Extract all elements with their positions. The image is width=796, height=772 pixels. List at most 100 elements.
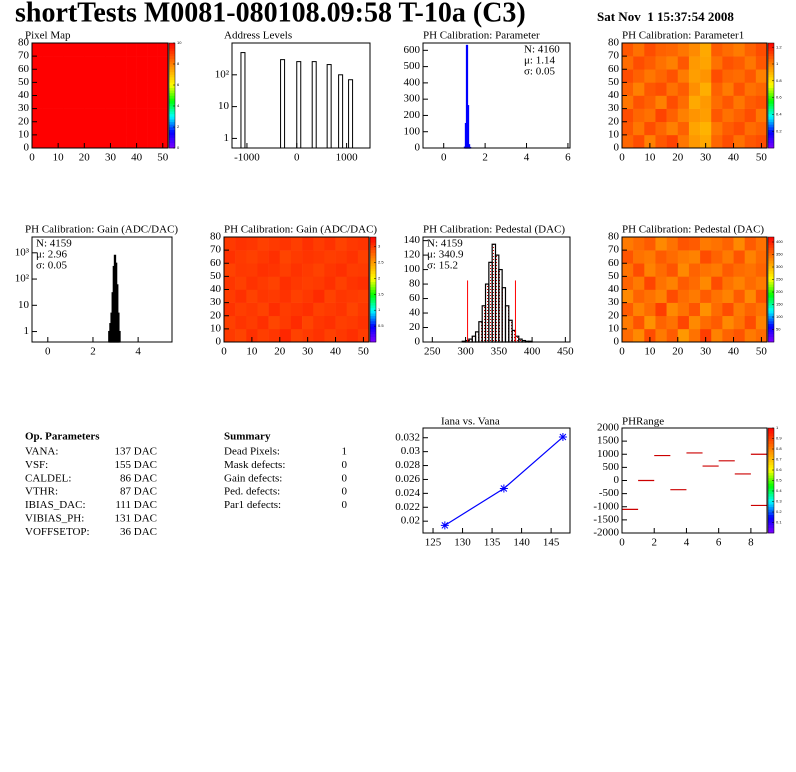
color-scale: [370, 276, 376, 280]
heatmap-cell: [633, 82, 645, 96]
heatmap-cell: [279, 328, 292, 343]
x-tick-label: 0: [221, 346, 227, 358]
heatmap-cell: [700, 95, 712, 109]
y-tick-label: 40: [608, 89, 620, 101]
stats-text: μ: 1.14: [524, 55, 555, 67]
x-tick-label: 0: [294, 152, 300, 164]
heatmap-cell: [52, 121, 64, 136]
heatmap-cell: [688, 69, 701, 83]
color-scale: [169, 137, 175, 141]
heatmap-cell: [655, 82, 667, 96]
heatmap-cell: [744, 108, 757, 123]
chart-title: Address Levels: [224, 30, 292, 42]
heatmap-cell: [755, 82, 768, 96]
heatmap-cell: [42, 95, 54, 109]
parameter-value: 87 DAC: [120, 486, 157, 498]
y-tick-label: 0: [415, 336, 421, 348]
heatmap-cell: [633, 315, 645, 330]
heatmap-cell: [666, 289, 679, 303]
parameter-name: VIBIAS_PH:: [25, 513, 84, 525]
heatmap-cell: [147, 134, 158, 149]
z-tick-label: 1.5: [378, 291, 384, 296]
color-scale: [768, 446, 774, 450]
color-scale: [768, 258, 774, 261]
heatmap-cell: [157, 82, 169, 96]
color-scale: [169, 106, 175, 109]
heatmap-cell: [357, 263, 370, 277]
color-scale: [768, 58, 774, 62]
z-tick-label: 1: [776, 425, 779, 430]
heatmap-cell: [666, 263, 679, 277]
heatmap-cell: [42, 134, 54, 149]
heatmap-cell: [666, 134, 679, 149]
heatmap-cell: [115, 69, 127, 83]
heatmap-cell: [290, 302, 303, 317]
heatmap-cell: [357, 237, 370, 251]
heatmap-cell: [257, 250, 269, 264]
color-scale: [768, 56, 774, 60]
heatmap-cell: [622, 237, 634, 251]
color-scale: [768, 509, 774, 513]
color-scale: [768, 449, 774, 452]
y-tick-label: 30: [608, 102, 620, 114]
x-tick-label: 250: [424, 346, 441, 358]
color-scale: [768, 61, 774, 65]
color-scale: [768, 464, 774, 468]
heatmap-cell: [279, 302, 292, 317]
color-scale: [768, 137, 774, 141]
heatmap-cell: [313, 276, 325, 290]
heatmap-cell: [711, 108, 723, 123]
summary-value: 0: [342, 486, 348, 498]
heatmap-cell: [246, 289, 258, 303]
heatmap-cell: [688, 43, 701, 57]
heatmap-cell: [622, 263, 634, 277]
z-tick-label: 50: [776, 327, 781, 332]
heatmap-cell: [63, 43, 75, 57]
color-scale: [768, 250, 774, 254]
heatmap-cell: [126, 43, 137, 57]
y-tick-label: 10: [18, 128, 30, 140]
heatmap-cell: [94, 134, 106, 149]
heatmap-cell: [622, 56, 634, 70]
x-tick-label: 4: [684, 537, 690, 549]
y-tick-label: 400: [404, 76, 421, 88]
color-scale: [169, 142, 175, 146]
y-tick-label: 0: [216, 336, 222, 348]
x-tick-label: 125: [425, 537, 442, 549]
heatmap-cell: [755, 43, 768, 57]
color-scale: [768, 483, 774, 487]
heatmap-cell: [313, 289, 325, 303]
heatmap-cell: [755, 289, 768, 303]
heatmap-cell: [84, 95, 96, 109]
heatmap-cell: [84, 69, 96, 83]
x-tick-label: 8: [748, 537, 754, 549]
page-title: shortTests M0081-080108.09:58 T-10a (C3): [15, 0, 526, 28]
chart-title: PH Calibration: Pedestal (DAC): [423, 224, 565, 236]
heatmap-cell: [711, 43, 723, 57]
heatmap-cell: [324, 250, 336, 264]
heatmap-cell: [644, 302, 656, 317]
color-scale: [768, 433, 774, 437]
heatmap-cell: [700, 121, 712, 136]
color-scale: [370, 323, 376, 327]
color-scale: [768, 326, 774, 330]
color-scale: [768, 284, 774, 288]
y-tick-label: 0.022: [395, 501, 420, 513]
stats-text: N: 4160: [524, 44, 560, 56]
heatmap-cell: [666, 56, 679, 70]
heatmap-cell: [700, 237, 712, 251]
heatmap-cell: [744, 121, 757, 136]
x-tick-label: 145: [543, 537, 560, 549]
color-scale: [768, 145, 774, 149]
color-scale: [768, 265, 774, 269]
x-tick-label: 6: [565, 152, 571, 164]
heatmap-cell: [644, 108, 656, 123]
z-tick-label: 0.8: [776, 78, 782, 83]
heatmap-cell: [733, 82, 745, 96]
heatmap-cell: [346, 328, 359, 343]
x-tick-label: 300: [457, 346, 474, 358]
parameter-value: 86 DAC: [120, 472, 157, 484]
heatmap-cell: [655, 328, 667, 343]
color-scale: [370, 252, 376, 256]
heatmap-cell: [73, 69, 85, 83]
